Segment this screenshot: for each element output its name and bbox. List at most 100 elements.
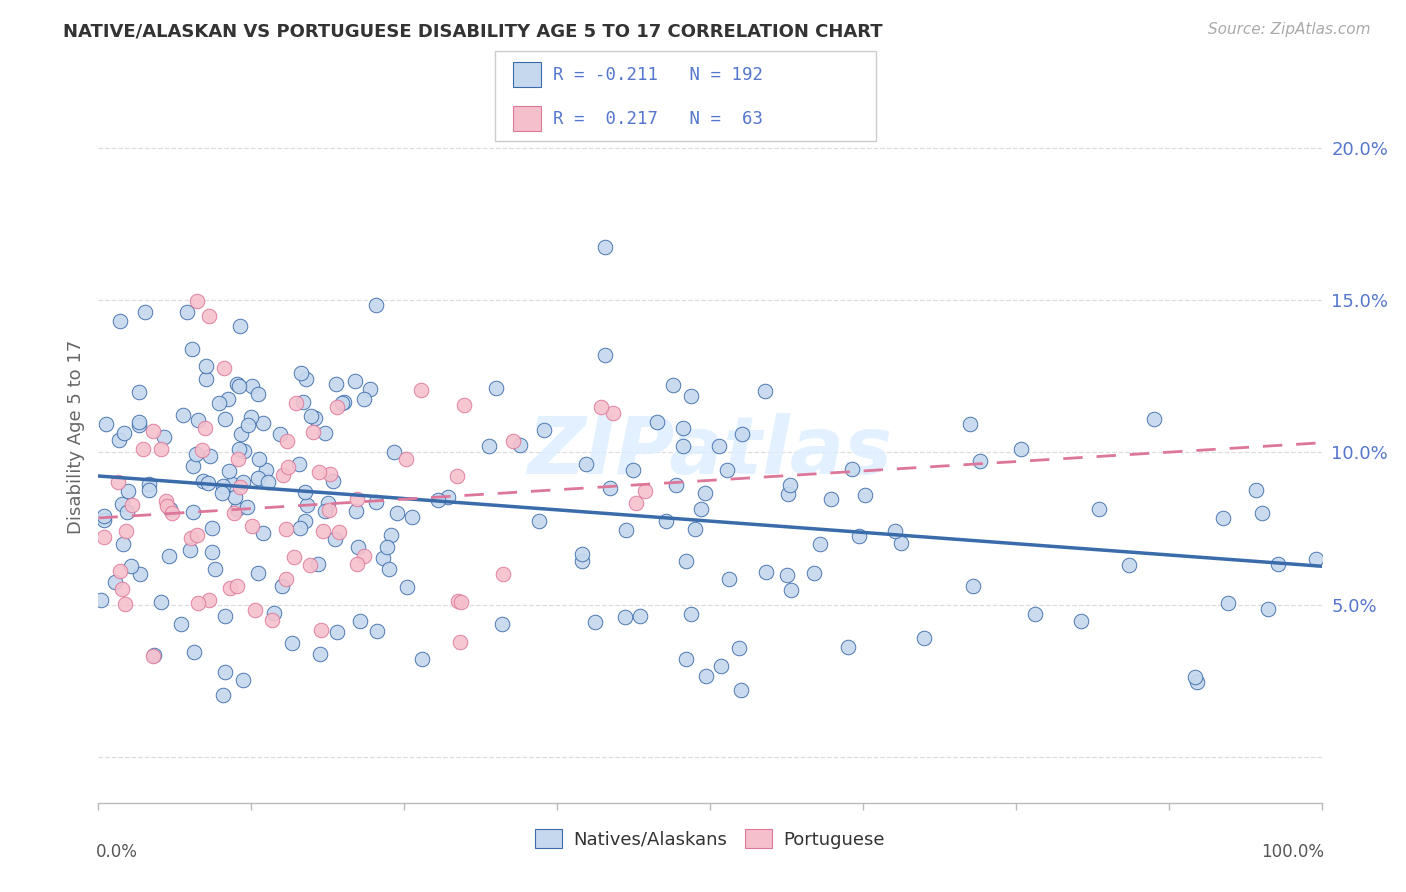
Point	[228, 379, 250, 393]
Point	[346, 558, 368, 572]
Point	[232, 673, 254, 687]
Point	[695, 486, 717, 500]
Point	[228, 442, 250, 457]
Point	[779, 478, 801, 492]
Point	[245, 603, 267, 617]
Point	[200, 449, 222, 463]
Point	[330, 396, 353, 410]
Point	[276, 522, 298, 536]
Point	[299, 409, 322, 423]
Point	[808, 537, 831, 551]
Point	[450, 595, 472, 609]
Point	[382, 444, 405, 458]
Point	[316, 496, 339, 510]
Point	[294, 514, 316, 528]
Point	[107, 475, 129, 489]
Point	[233, 443, 256, 458]
Point	[309, 623, 332, 637]
Point	[112, 537, 135, 551]
Point	[111, 582, 134, 596]
Point	[214, 412, 236, 426]
Point	[150, 442, 173, 456]
Point	[1118, 558, 1140, 572]
Point	[675, 554, 697, 568]
Point	[585, 615, 607, 629]
Point	[325, 532, 347, 546]
Point	[131, 442, 153, 456]
Point	[446, 593, 468, 607]
Point	[387, 506, 409, 520]
Point	[755, 565, 778, 579]
Point	[377, 540, 399, 554]
Point	[373, 551, 395, 566]
Point	[159, 501, 181, 516]
Point	[194, 421, 217, 435]
Point	[226, 451, 249, 466]
Point	[380, 528, 402, 542]
Point	[314, 504, 336, 518]
Point	[295, 372, 318, 386]
Point	[731, 427, 754, 442]
Point	[364, 298, 387, 312]
Point	[710, 658, 733, 673]
Point	[218, 464, 240, 478]
Point	[157, 549, 180, 563]
Point	[90, 592, 112, 607]
Point	[138, 477, 160, 491]
Point	[1218, 596, 1240, 610]
Point	[217, 392, 239, 406]
Point	[238, 418, 260, 433]
Legend: Natives/Alaskans, Portuguese: Natives/Alaskans, Portuguese	[529, 822, 891, 856]
Point	[695, 669, 717, 683]
Point	[211, 478, 233, 492]
Point	[128, 384, 150, 399]
Point	[93, 513, 115, 527]
Point	[645, 415, 668, 429]
Point	[193, 474, 215, 488]
Point	[115, 504, 138, 518]
Point	[912, 631, 935, 645]
Point	[186, 528, 208, 542]
Point	[307, 558, 329, 572]
Point	[201, 545, 224, 559]
Point	[308, 465, 330, 479]
Point	[128, 415, 150, 429]
Point	[142, 648, 165, 662]
Point	[271, 579, 294, 593]
Point	[229, 319, 252, 334]
Point	[271, 468, 294, 483]
Point	[1212, 511, 1234, 525]
Point	[212, 361, 235, 376]
Point	[395, 451, 418, 466]
Point	[298, 558, 321, 572]
Point	[672, 420, 695, 434]
Point	[326, 625, 349, 640]
Point	[318, 503, 340, 517]
Point	[509, 437, 531, 451]
Point	[628, 609, 651, 624]
Point	[349, 614, 371, 628]
Point	[599, 481, 621, 495]
Point	[353, 392, 375, 407]
Point	[502, 434, 524, 448]
Point	[269, 426, 291, 441]
Point	[169, 617, 191, 632]
Point	[156, 499, 179, 513]
Point	[120, 558, 142, 573]
Point	[247, 471, 270, 485]
Point	[187, 596, 209, 610]
Point	[575, 457, 598, 471]
Point	[117, 483, 139, 498]
Point	[225, 376, 247, 391]
Point	[221, 476, 243, 491]
Point	[593, 348, 616, 362]
Point	[491, 617, 513, 632]
Point	[252, 416, 274, 430]
Point	[395, 580, 418, 594]
Point	[634, 483, 657, 498]
Point	[150, 595, 173, 609]
Point	[240, 518, 263, 533]
Point	[288, 457, 311, 471]
Point	[312, 524, 335, 539]
Point	[179, 543, 201, 558]
